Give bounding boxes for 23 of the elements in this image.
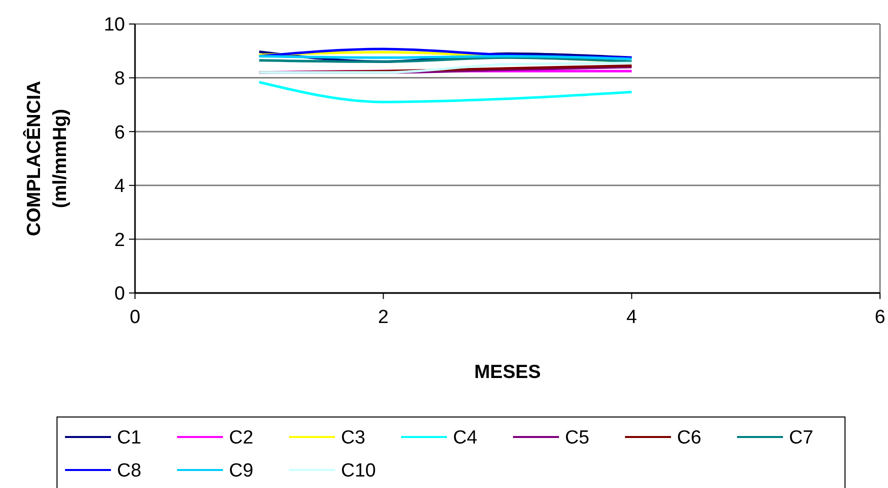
legend-label: C5 [565, 428, 590, 449]
legend-label: C4 [453, 428, 478, 449]
y-tick-label: 8 [114, 68, 125, 90]
x-tick-label: 6 [874, 307, 886, 328]
y-tick-label: 10 [104, 14, 125, 36]
x-tick-label: 4 [626, 307, 638, 328]
x-tick-label: 0 [130, 307, 140, 328]
legend-label: C6 [677, 428, 702, 449]
line-series [258, 80, 633, 104]
legend-label: C9 [229, 460, 254, 482]
x-axis-title: MESES [474, 362, 541, 383]
y-tick-label: 2 [114, 230, 125, 251]
y-tick-label: 4 [114, 176, 126, 198]
y-tick-label: 0 [114, 284, 125, 305]
y-tick-label: 6 [114, 122, 125, 144]
legend-label: C8 [117, 460, 142, 482]
legend-label: C2 [229, 428, 254, 449]
legend-label: C1 [117, 428, 142, 449]
legend-label: C10 [341, 460, 376, 482]
legend-label: C7 [789, 428, 814, 449]
legend-label: C3 [341, 428, 366, 449]
y-axis-title: COMPLACÊNCIA (ml/mmHg) [22, 80, 71, 236]
x-tick-label: 2 [378, 307, 389, 328]
